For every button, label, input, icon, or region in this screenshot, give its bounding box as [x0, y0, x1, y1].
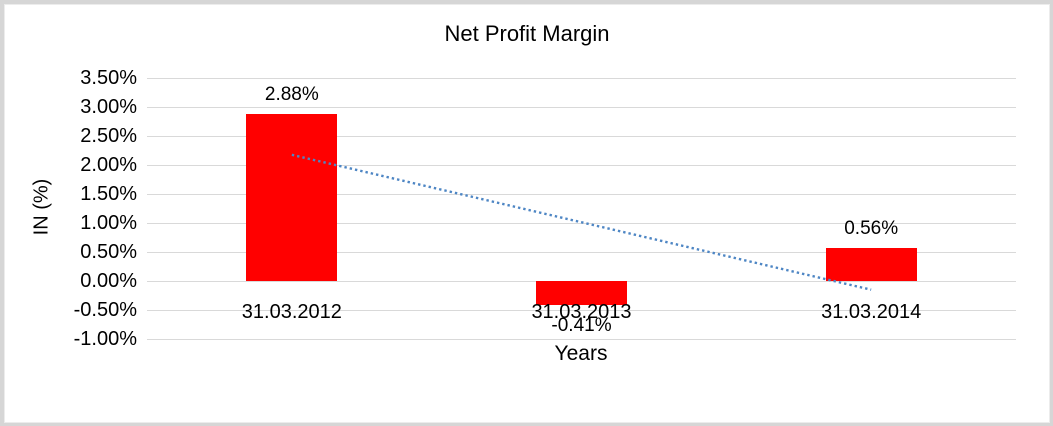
y-axis-tick-label: 1.00% — [80, 211, 137, 234]
trendline-layer — [291, 153, 872, 291]
y-axis-tick-label: 0.50% — [80, 240, 137, 263]
gridline — [147, 251, 1016, 253]
y-axis-tick-label: 3.50% — [80, 66, 137, 89]
gridline — [147, 164, 1016, 166]
category-label: 31.03.2013 — [531, 301, 632, 323]
y-axis-tick-label: 0.00% — [80, 270, 137, 292]
y-axis-tick-label: 2.00% — [80, 153, 137, 176]
gridline — [147, 310, 1016, 312]
y-axis-tick-label: -1.00% — [73, 328, 137, 351]
data-label: 0.56% — [844, 218, 899, 240]
bar-31-03-2014[interactable] — [825, 248, 917, 281]
x-axis-title: Years — [554, 342, 608, 365]
gridline — [147, 77, 1016, 79]
data-label: -0.41% — [551, 314, 612, 336]
y-axis-tick-label: 1.50% — [80, 182, 137, 205]
y-axis-tick-label: 2.50% — [80, 124, 137, 147]
category-label: 31.03.2014 — [821, 301, 922, 323]
bar-31-03-2013[interactable] — [536, 281, 627, 305]
category-label: 31.03.2012 — [241, 301, 342, 323]
gridline — [147, 339, 1016, 341]
y-axis-tick-label: 3.00% — [80, 95, 137, 118]
trendline[interactable] — [291, 153, 872, 291]
y-axis-tick-label: -0.50% — [73, 299, 137, 322]
bar-31-03-2012[interactable] — [246, 113, 338, 281]
data-label: 2.88% — [264, 83, 319, 105]
gridline — [147, 193, 1016, 195]
plot-area: 3.50% 3.00% 2.50% 2.00% 1.50% 1.00% 0.50% 0.00%… — [4, 4, 1050, 423]
chart-title: Net Profit Margin — [444, 21, 610, 46]
gridline — [147, 135, 1016, 137]
gridline — [147, 106, 1016, 108]
